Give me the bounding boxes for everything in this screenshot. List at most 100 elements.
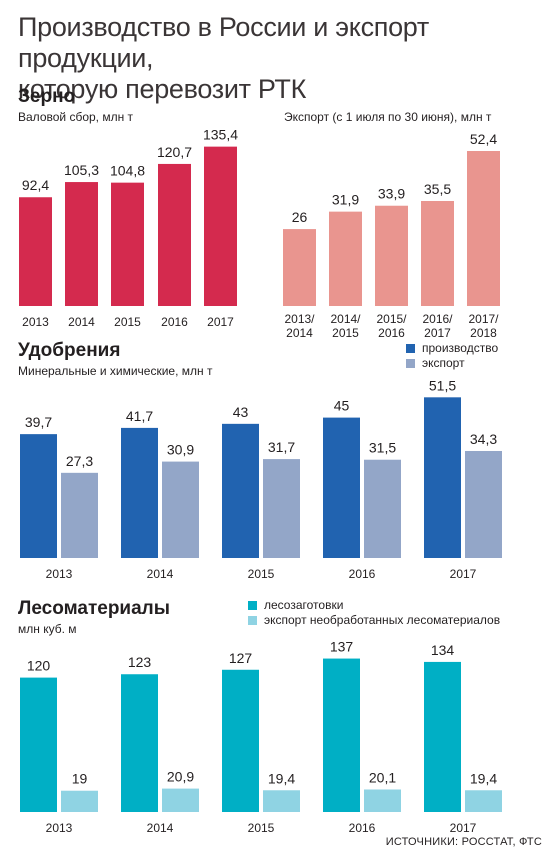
timber-section-title: Лесоматериалы: [18, 598, 170, 619]
data-label-grain-export-3: 35,5: [424, 181, 451, 197]
legend-swatch-export: [406, 358, 415, 368]
bar-timber-b-2014: [162, 788, 199, 812]
data-label-fertilizers-b-2015: 31,7: [268, 439, 295, 455]
grain-harvest-subtitle: Валовой сбор, млн т: [18, 110, 134, 124]
bar-timber-b-2013: [61, 790, 98, 812]
bar-timber-a-2017: [424, 661, 461, 812]
bar-grain-export-1: [329, 211, 362, 306]
legend-swatch-logging: [248, 600, 257, 610]
tick-label-grain-export-1-line-2: 2015: [332, 326, 359, 340]
data-label-fertilizers-b-2014: 30,9: [167, 442, 194, 458]
tick-label-fertilizers-2015: 2015: [248, 567, 275, 581]
tick-label-grain-export-2-line-2: 2016: [378, 326, 405, 340]
data-label-fertilizers-a-2017: 51,5: [429, 377, 456, 393]
data-label-timber-b-2016: 20,1: [369, 769, 396, 785]
grain-export-subtitle: Экспорт (с 1 июля по 30 июня), млн т: [284, 110, 492, 124]
data-label-grain-export-0: 26: [292, 209, 308, 225]
tick-label-grain-harvest-2016: 2016: [161, 315, 188, 329]
data-label-fertilizers-b-2013: 27,3: [66, 453, 93, 469]
legend-label-export: экспорт: [422, 356, 465, 370]
data-label-timber-a-2014: 123: [128, 654, 152, 670]
data-label-timber-a-2013: 120: [27, 658, 51, 674]
data-label-timber-b-2015: 19,4: [268, 770, 295, 786]
bar-fertilizers-a-2015: [222, 423, 259, 558]
tick-label-grain-export-0-line-2: 2014: [286, 326, 313, 340]
data-label-fertilizers-a-2014: 41,7: [126, 408, 153, 424]
data-label-timber-b-2017: 19,4: [470, 770, 497, 786]
tick-label-grain-harvest-2013: 2013: [22, 315, 49, 329]
tick-label-grain-harvest-2015: 2015: [114, 315, 141, 329]
legend-item-production: производство: [406, 341, 498, 355]
legend-label-logging: лесозаготовки: [264, 598, 344, 612]
data-label-grain-harvest-2015: 104,8: [110, 163, 145, 179]
data-label-grain-export-2: 33,9: [378, 186, 405, 202]
bar-fertilizers-b-2017: [465, 450, 502, 558]
data-label-timber-a-2017: 134: [431, 642, 455, 658]
bar-timber-a-2016: [323, 658, 360, 812]
bar-fertilizers-b-2016: [364, 459, 401, 558]
bar-fertilizers-a-2016: [323, 417, 360, 558]
bar-fertilizers-b-2015: [263, 459, 300, 558]
bar-timber-a-2013: [20, 677, 57, 812]
bar-fertilizers-b-2014: [162, 461, 199, 558]
data-label-fertilizers-b-2017: 34,3: [470, 431, 497, 447]
bar-grain-harvest-2014: [65, 182, 98, 306]
data-label-fertilizers-a-2013: 39,7: [25, 414, 52, 430]
tick-label-grain-export-4-line-1: 2017/: [468, 312, 499, 326]
legend-swatch-timber-export: [248, 615, 257, 625]
bar-timber-b-2016: [364, 789, 401, 812]
data-label-timber-b-2014: 20,9: [167, 769, 194, 785]
tick-label-grain-harvest-2014: 2014: [68, 315, 95, 329]
bar-timber-a-2015: [222, 669, 259, 812]
tick-label-fertilizers-2014: 2014: [147, 567, 174, 581]
tick-label-fertilizers-2013: 2013: [46, 567, 73, 581]
fertilizers-subtitle: Минеральные и химические, млн т: [18, 364, 213, 378]
bar-grain-export-3: [421, 200, 454, 306]
bar-fertilizers-a-2014: [121, 427, 158, 558]
data-label-fertilizers-a-2016: 45: [334, 398, 350, 414]
data-label-fertilizers-a-2015: 43: [233, 404, 249, 420]
tick-label-grain-export-3-line-2: 2017: [424, 326, 451, 340]
bar-fertilizers-a-2013: [20, 434, 57, 558]
title-line-1: Производство в России и экспорт продукци…: [18, 12, 429, 73]
tick-label-grain-export-4-line-2: 2018: [470, 326, 497, 340]
data-label-timber-b-2013: 19: [72, 771, 88, 787]
tick-label-timber-2017: 2017: [450, 821, 477, 835]
title-line-2: которую перевозит РТК: [18, 74, 307, 104]
bar-timber-b-2017: [465, 790, 502, 812]
data-label-grain-harvest-2016: 120,7: [157, 144, 192, 160]
data-label-grain-harvest-2014: 105,3: [64, 162, 99, 178]
data-label-grain-harvest-2013: 92,4: [22, 177, 49, 193]
bar-timber-b-2015: [263, 790, 300, 812]
bar-grain-export-2: [375, 205, 408, 306]
fertilizers-section-title: Удобрения: [18, 340, 121, 361]
legend-label-production: производство: [422, 341, 499, 355]
data-label-grain-export-4: 52,4: [470, 131, 497, 147]
bar-grain-export-4: [467, 151, 500, 306]
tick-label-grain-export-2-line-1: 2015/: [376, 312, 407, 326]
bar-grain-export-0: [283, 229, 316, 306]
tick-label-timber-2016: 2016: [349, 821, 376, 835]
bar-timber-a-2014: [121, 674, 158, 812]
bar-fertilizers-a-2017: [424, 397, 461, 558]
bar-grain-harvest-2017: [204, 146, 237, 306]
tick-label-fertilizers-2017: 2017: [450, 567, 477, 581]
data-label-timber-a-2015: 127: [229, 650, 253, 666]
legend-item-export: экспорт: [406, 356, 465, 370]
legend-item-timber-export: экспорт необработанных лесоматериалов: [248, 613, 500, 627]
data-label-grain-harvest-2017: 135,4: [203, 127, 238, 143]
tick-label-fertilizers-2016: 2016: [349, 567, 376, 581]
tick-label-grain-harvest-2017: 2017: [207, 315, 234, 329]
bar-grain-harvest-2015: [111, 182, 144, 306]
bar-fertilizers-b-2013: [61, 472, 98, 558]
tick-label-grain-export-0-line-1: 2013/: [284, 312, 315, 326]
data-label-grain-export-1: 31,9: [332, 192, 359, 208]
legend-label-timber-export: экспорт необработанных лесоматериалов: [264, 613, 501, 627]
bar-grain-harvest-2013: [19, 197, 52, 306]
legend-swatch-production: [406, 343, 415, 353]
legend-item-logging: лесозаготовки: [248, 598, 343, 612]
grain-section-title: Зерно: [18, 86, 76, 107]
bar-grain-harvest-2016: [158, 163, 191, 306]
timber-subtitle: млн куб. м: [18, 622, 77, 636]
page-title: Производство в России и экспорт продукци…: [18, 12, 548, 105]
